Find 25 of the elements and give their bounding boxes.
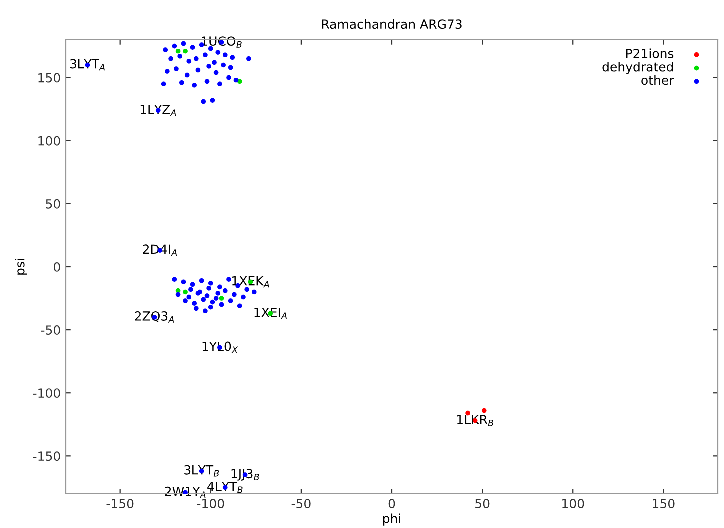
x-tick-label: 100 <box>562 499 584 509</box>
y-tick-label: 50 <box>46 199 60 209</box>
y-tick-label: -50 <box>41 326 60 335</box>
x-tick-label: 50 <box>476 499 490 509</box>
point <box>183 290 188 295</box>
y-tick-label: 0 <box>54 262 60 272</box>
y-axis-title: psi <box>15 259 28 275</box>
x-tick-label: 150 <box>653 499 675 509</box>
point <box>183 48 188 54</box>
x-tick-label: -50 <box>292 499 311 509</box>
y-tick-label: -100 <box>33 388 60 398</box>
point <box>176 48 181 54</box>
legend-label: dehydrated <box>602 62 674 74</box>
legend-label: other <box>642 75 674 86</box>
y-tick-label: -150 <box>33 452 60 462</box>
x-tick-label: -100 <box>197 499 224 509</box>
x-axis-title: phi <box>383 514 400 526</box>
x-tick-label: -150 <box>106 499 134 509</box>
chart-title: Ramachandran ARG73 <box>322 19 462 30</box>
point <box>219 296 224 301</box>
y-tick-label: 100 <box>38 136 60 146</box>
point <box>482 408 487 414</box>
x-tick-label: 0 <box>388 499 396 509</box>
y-tick-label: 150 <box>38 73 60 83</box>
legend-label: P21ions <box>626 48 674 58</box>
